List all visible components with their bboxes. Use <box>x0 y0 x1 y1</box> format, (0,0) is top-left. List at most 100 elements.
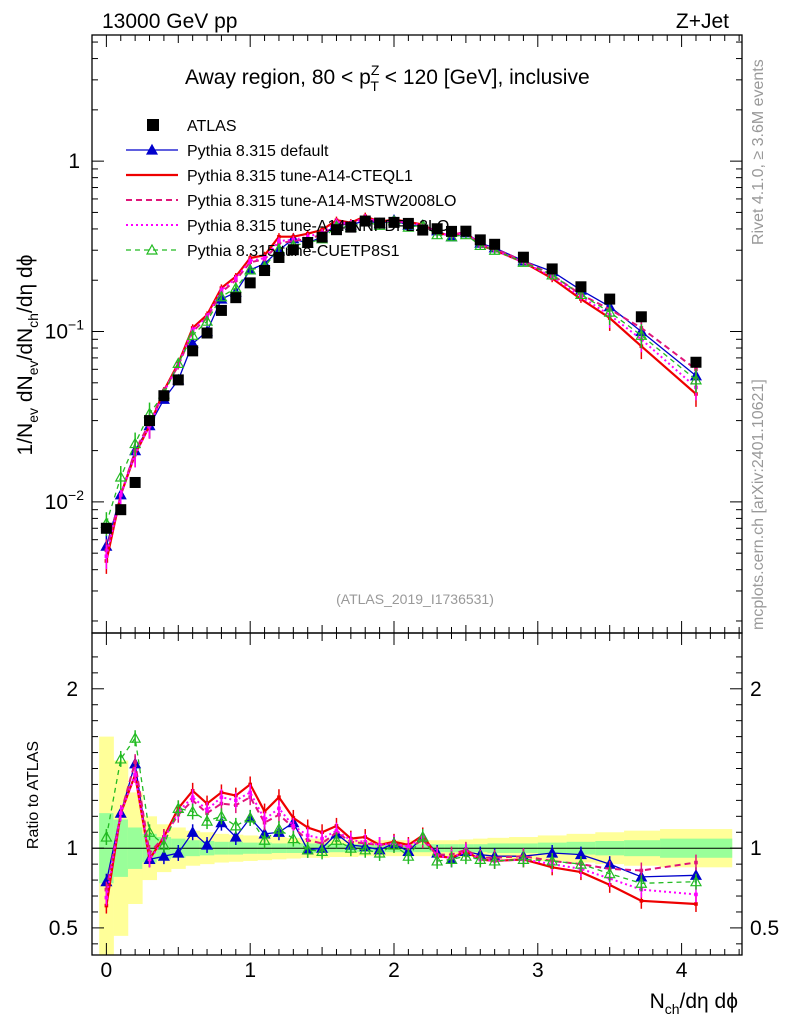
data-point <box>388 216 400 228</box>
rivet-label: Rivet 4.1.0, ≥ 3.6M events <box>750 59 767 245</box>
data-point <box>431 223 443 235</box>
main-point-cuetp <box>244 263 257 275</box>
ratio-point-cuetp <box>373 846 386 858</box>
ratio-plot-area <box>92 736 742 955</box>
main-line-nnpdf <box>105 216 697 557</box>
data-point <box>374 217 386 229</box>
ratio-point-nnpdf <box>694 892 698 897</box>
legend-marker <box>145 143 159 155</box>
data-point <box>690 356 702 368</box>
legend-label: Pythia 8.315 default <box>187 143 329 160</box>
main-ytick-label: 1 <box>68 150 80 173</box>
ratio-point-cuetp <box>416 830 429 842</box>
ratio-line-mstw <box>105 761 697 890</box>
legend-item-mstw: Pythia 8.315 tune-A14-MSTW2008LO <box>126 193 456 210</box>
ratio-frame <box>91 632 743 956</box>
ratio-point-nnpdf <box>118 811 123 815</box>
main-point-cuetp <box>229 281 242 293</box>
ratio-point-nnpdf <box>234 798 238 803</box>
ratio-point-cuetp <box>186 805 199 817</box>
main-point-nnpdf <box>262 256 267 260</box>
ratio-ytick-label: 1 <box>66 837 78 860</box>
ratio-ylabel: Ratio to ATLAS <box>25 741 42 849</box>
ratio-ytick-label: 2 <box>66 678 78 701</box>
data-point <box>316 231 328 243</box>
ratio-line-cuetp <box>105 736 697 884</box>
data-point <box>635 311 647 323</box>
ratio-point-cuetp <box>114 752 127 764</box>
legend-item-nnpdf: Pythia 8.315 tune-A14-NNPDF2.3LO <box>126 218 449 235</box>
ratio-point-nnpdf <box>277 806 281 811</box>
data-point <box>215 304 227 316</box>
ratio-point-cuetp <box>574 857 587 869</box>
ratio-series-cuetp <box>100 730 703 892</box>
ratio-point-default <box>201 838 214 850</box>
ratio-point-cteql1 <box>248 782 252 787</box>
main-series-data <box>100 215 702 534</box>
ratio-point-nnpdf <box>320 836 324 841</box>
ratio-point-mstw <box>694 860 698 865</box>
x-axis-label: Nch/dη dϕ <box>650 990 738 1017</box>
ratio-xtick-label: 2 <box>388 959 400 982</box>
ratio-point-cuetp <box>316 845 329 856</box>
ratio-point-default <box>172 846 185 858</box>
ratio-ytick-label-right: 0.5 <box>750 917 779 940</box>
main-point-nnpdf <box>305 234 310 239</box>
ratio-point-cuetp <box>344 841 357 853</box>
data-point <box>474 234 486 246</box>
main-series-cuetp <box>100 214 703 537</box>
data-point <box>144 415 156 427</box>
ratio-point-cuetp <box>272 822 285 834</box>
process-label: Z+Jet <box>676 10 729 33</box>
data-point <box>201 327 213 339</box>
data-point <box>604 293 616 305</box>
ratio-point-cuetp <box>635 877 648 888</box>
ratio-point-cteql1 <box>639 899 644 903</box>
ratio-ytick-label-right: 2 <box>750 678 762 701</box>
ratio-point-cuetp <box>287 832 300 844</box>
mcplots-label: mcplots.cern.ch [arXiv:2401.10621] <box>750 379 767 630</box>
ratio-point-nnpdf <box>334 828 339 833</box>
data-point <box>575 281 587 293</box>
ratio-point-cuetp <box>603 867 616 879</box>
main-point-cuetp <box>603 305 616 317</box>
ratio-point-nnpdf <box>205 808 209 812</box>
ratio-point-cuetp <box>445 853 458 864</box>
main-point-cuetp <box>129 437 142 449</box>
data-point <box>359 215 371 227</box>
ratio-point-cuetp <box>157 838 170 850</box>
main-ytick-label: 10−2 <box>45 487 85 514</box>
ratio-point-cuetp <box>301 843 314 855</box>
ratio-point-cuetp <box>201 814 214 826</box>
data-point <box>446 225 458 237</box>
ratio-point-cuetp <box>129 731 142 743</box>
main-title: Away region, 80 < pZ T < 120 [GeV], inclu… <box>185 62 590 94</box>
data-point <box>417 224 429 236</box>
data-point <box>172 374 184 386</box>
legend-label: Pythia 8.315 tune-A14-CTEQL1 <box>187 168 413 185</box>
main-series-cteql1 <box>104 212 698 574</box>
main-point-nnpdf <box>219 288 224 292</box>
data-point <box>158 390 170 402</box>
ratio-point-nnpdf <box>147 857 152 862</box>
ratio-point-cuetp <box>143 826 156 837</box>
data-point <box>546 263 558 275</box>
ratio-point-cuetp <box>100 830 113 842</box>
main-series-mstw <box>104 214 698 564</box>
data-point <box>259 265 271 277</box>
ratio-point-nnpdf <box>406 844 411 849</box>
main-line-mstw <box>105 217 697 551</box>
ratio-point-cuetp <box>244 811 257 823</box>
legend-label: Pythia 8.315 tune-A14-NNPDF2.3LO <box>187 218 449 235</box>
ratio-point-default <box>229 830 242 842</box>
ratio-point-nnpdf <box>104 895 109 900</box>
main-point-cuetp <box>186 329 199 340</box>
legend-label: ATLAS <box>187 118 237 135</box>
legend-item-data: ATLAS <box>147 118 237 135</box>
main-line-cteql1 <box>105 215 697 562</box>
legend-item-cteql1: Pythia 8.315 tune-A14-CTEQL1 <box>126 168 413 185</box>
data-point <box>345 221 357 233</box>
main-ylabel: 1/Nev dNev/dNch/dη dϕ <box>14 255 41 456</box>
ratio-point-nnpdf <box>248 790 252 795</box>
data-point <box>115 504 127 516</box>
